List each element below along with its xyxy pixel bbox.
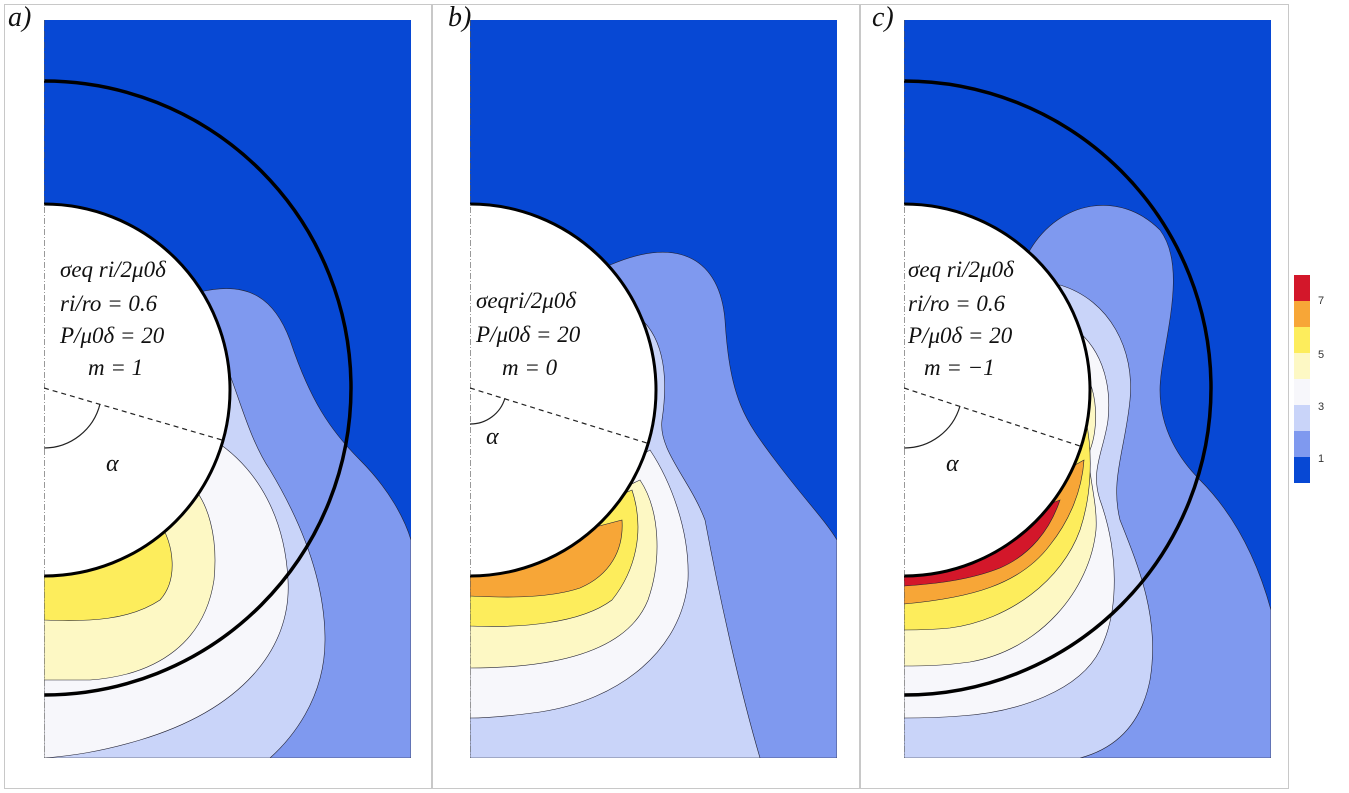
- inner-circle: [470, 202, 658, 578]
- colorbar-segment: [1294, 353, 1310, 379]
- inner-circle: [904, 202, 1092, 578]
- param-line: P/μ0δ = 20: [476, 322, 581, 347]
- alpha-arc: [470, 397, 506, 425]
- panel-c-label: c): [872, 2, 894, 33]
- panel-c-contours: [904, 20, 1271, 758]
- colorbar-tick: 5: [1318, 349, 1325, 361]
- panel-b-label: b): [448, 2, 472, 33]
- outer-ring: [44, 79, 353, 697]
- colorbar-segment: [1294, 457, 1310, 483]
- colorbar-tick: 3: [1318, 401, 1325, 413]
- colorbar-segment: [1294, 327, 1310, 353]
- param-line: σeqri/2μ0δ: [476, 288, 577, 313]
- colorbar-segment: [1294, 405, 1310, 431]
- colorbar-segment: [1294, 379, 1310, 405]
- panel-b-frame: [432, 4, 860, 789]
- param-line: P/μ0δ = 20: [60, 323, 165, 348]
- colorbar-tick: 1: [1318, 453, 1325, 465]
- panel-c-frame: [860, 4, 1289, 789]
- alpha-arc: [904, 405, 961, 449]
- colorbar: 7 5 3 1: [1294, 275, 1324, 483]
- param-line: m = 0: [502, 355, 558, 380]
- colorbar-tick: 7: [1318, 295, 1325, 307]
- alpha-label: α: [106, 451, 119, 477]
- alpha-label: α: [946, 451, 959, 477]
- alpha-label: α: [486, 424, 499, 450]
- panel-a-frame: [4, 4, 432, 789]
- panel-a-label: a): [8, 2, 32, 33]
- param-line: σeq ri/2μ0δ: [908, 257, 1014, 282]
- param-line: P/μ0δ = 20: [908, 323, 1013, 348]
- param-line: ri/ro = 0.6: [908, 291, 1006, 316]
- param-line: ri/ro = 0.6: [60, 291, 158, 316]
- panel-b-contours: [470, 20, 837, 758]
- angle-line: [44, 387, 223, 441]
- angle-line: [904, 387, 1081, 447]
- colorbar-segment: [1294, 301, 1310, 327]
- alpha-arc: [44, 403, 101, 449]
- param-line: m = −1: [924, 355, 995, 380]
- colorbar-segment: [1294, 431, 1310, 457]
- param-line: σeq ri/2μ0δ: [60, 257, 166, 282]
- colorbar-segment: [1294, 275, 1310, 301]
- angle-line: [470, 387, 651, 445]
- inner-circle: [44, 202, 232, 578]
- panel-a-contours: [44, 20, 411, 758]
- param-line: m = 1: [88, 355, 144, 380]
- outer-ring: [904, 79, 1213, 697]
- colorbar-segments: [1294, 275, 1310, 483]
